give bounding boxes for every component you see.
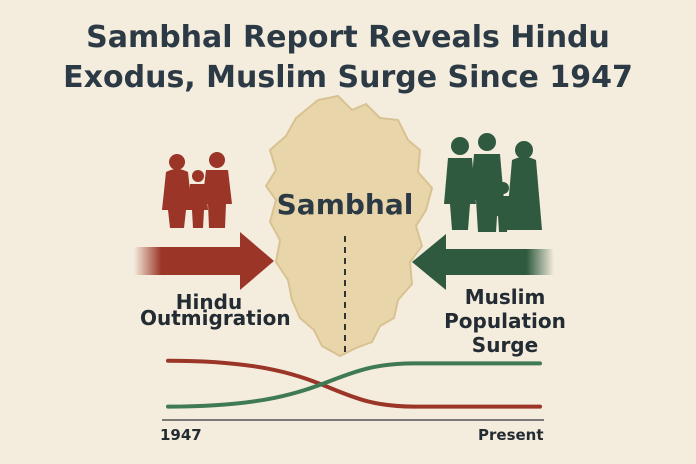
right-flow-label-line-1: Muslim (464, 285, 546, 309)
family-silhouette-icon (444, 133, 542, 232)
right-flow-arrow (412, 234, 554, 290)
left-flow-label-line-2: Outmigration (140, 306, 291, 330)
left-flow-label-line-1: Hindu (175, 290, 243, 314)
right-flow-label-line-3: Surge (471, 333, 539, 357)
headline-line-1: Sambhal Report Reveals Hindu (86, 20, 610, 55)
sambhal-map (264, 94, 434, 358)
trend-chart (162, 358, 544, 421)
left-flow-arrow (134, 232, 274, 290)
family-silhouette-icon (162, 152, 232, 228)
right-flow-label-line-2: Population (444, 309, 566, 333)
hindu-trend-line (166, 358, 542, 409)
muslim-trend-line (166, 361, 542, 409)
left-flow-label: Hindu (150, 290, 268, 314)
right-flow-label: Muslim Population Surge (440, 285, 570, 357)
headline-line-2: Exodus, Muslim Surge Since 1947 (63, 60, 633, 95)
x-tick-end: Present (478, 426, 544, 444)
x-tick-start: 1947 (160, 426, 202, 444)
region-name: Sambhal (276, 188, 414, 221)
left-flow-label-2: Outmigration (140, 306, 291, 330)
